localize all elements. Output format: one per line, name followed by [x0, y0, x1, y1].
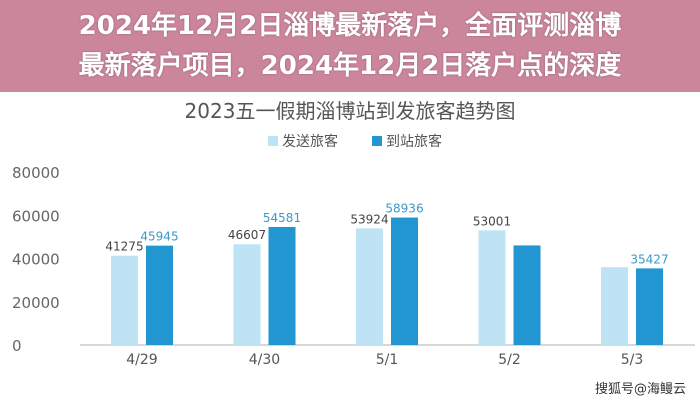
bar-departure — [601, 267, 628, 345]
legend-swatch — [268, 136, 278, 146]
legend-label: 发送旅客 — [282, 133, 338, 150]
x-tick-label: 4/30 — [249, 352, 280, 368]
data-label: 54581 — [263, 211, 301, 225]
data-label: 53001 — [473, 214, 511, 228]
data-label: 53924 — [350, 212, 388, 226]
y-tick-label: 20000 — [12, 294, 60, 312]
data-label: 45945 — [140, 230, 178, 244]
x-tick-label: 5/1 — [376, 352, 399, 368]
headline-line-1: 2024年12月2日淄博最新落户，全面评测淄博 — [78, 11, 622, 41]
bar-arrival — [391, 217, 418, 345]
legend-label: 到站旅客 — [386, 133, 442, 150]
x-tick-label: 5/2 — [498, 352, 521, 368]
data-label: 58936 — [385, 202, 423, 216]
bar-departure — [111, 255, 138, 345]
bar-arrival — [636, 268, 663, 345]
legend-swatch — [372, 136, 382, 146]
y-tick-label: 80000 — [12, 164, 60, 182]
x-tick-label: 4/29 — [126, 352, 157, 368]
y-tick-label: 60000 — [12, 207, 60, 225]
x-tick-label: 5/3 — [621, 352, 644, 368]
bar-arrival — [146, 245, 173, 345]
bar-departure — [478, 230, 506, 345]
data-label: 46607 — [228, 228, 266, 242]
y-tick-label: 0 — [12, 337, 22, 355]
bar-departure — [356, 228, 383, 345]
data-label: 41275 — [105, 240, 143, 254]
chart-title: 2023五一假期淄博站到发旅客趋势图 — [185, 99, 516, 123]
headline-line-2: 最新落户项目，2024年12月2日落户点的深度 — [78, 51, 622, 81]
bar-arrival — [513, 245, 541, 345]
headline-banner: 2024年12月2日淄博最新落户，全面评测淄博 最新落户项目，2024年12月2… — [0, 0, 700, 92]
y-tick-label: 40000 — [12, 251, 60, 269]
source-credit: 搜狐号@海鳗云 — [594, 382, 686, 397]
bar-departure — [233, 244, 261, 345]
data-label: 35427 — [630, 252, 668, 266]
bar-arrival — [268, 226, 296, 345]
